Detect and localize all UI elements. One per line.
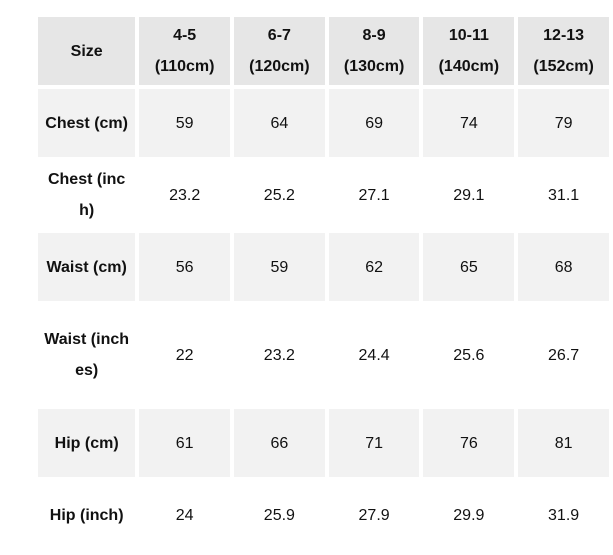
- table-cell: 22: [175, 346, 194, 364]
- table-cell: 31.9: [548, 506, 580, 524]
- table-cell: 24.4: [358, 346, 390, 364]
- row-label: Hip (inch): [49, 506, 124, 524]
- size-column-header: 8-9 (130cm): [328, 17, 420, 85]
- table-cell: 59: [139, 89, 230, 157]
- table-cell: 29.1: [453, 186, 485, 204]
- table-row: Hip (inch) 24 25.9 27.9 29.9 31.9: [38, 481, 609, 549]
- table-cell: 25.6: [453, 346, 485, 364]
- size-height: (110cm): [154, 58, 215, 75]
- row-label: Hip (cm): [38, 409, 136, 477]
- size-header: Size: [38, 17, 136, 85]
- row-label: Waist (cm): [38, 233, 136, 301]
- size-column-header: 6-7 (120cm): [234, 17, 325, 85]
- row-label: Chest (inch): [47, 171, 126, 219]
- table-cell: 23.2: [169, 186, 201, 204]
- table-cell: 61: [139, 409, 230, 477]
- row-label: Chest (cm): [38, 89, 136, 157]
- table-cell: 81: [518, 409, 609, 477]
- row-label: Waist (inches): [44, 331, 130, 379]
- table-row: Waist (cm) 56 59 62 65 68: [38, 233, 609, 301]
- table-cell: 65: [423, 233, 515, 301]
- size-range: 10-11: [448, 27, 489, 44]
- size-height: (140cm): [438, 58, 500, 75]
- table-cell: 31.1: [548, 186, 580, 204]
- size-range: 12-13: [543, 27, 585, 44]
- table-cell: 26.7: [548, 346, 580, 364]
- table-row: Chest (inch) 23.2 25.2 27.1 29.1 31.1: [38, 161, 609, 229]
- size-column-header: 12-13 (152cm): [518, 17, 609, 85]
- table-cell: 29.9: [453, 506, 485, 524]
- table-cell: 74: [423, 89, 515, 157]
- size-range: 8-9: [362, 27, 386, 44]
- table-row: Chest (cm) 59 64 69 74 79: [38, 89, 609, 157]
- table-cell: 27.9: [358, 506, 390, 524]
- size-height: (152cm): [533, 58, 594, 75]
- size-range: 6-7: [267, 27, 291, 44]
- table-cell: 76: [423, 409, 515, 477]
- size-column-header: 10-11 (140cm): [423, 17, 515, 85]
- table-cell: 59: [234, 233, 325, 301]
- size-height: (130cm): [343, 58, 405, 75]
- table-cell: 24: [175, 506, 194, 524]
- table-cell: 71: [328, 409, 420, 477]
- table-cell: 68: [518, 233, 609, 301]
- table-cell: 79: [518, 89, 609, 157]
- header-row: Size 4-5 (110cm) 6-7 (120cm) 8-9 (130cm) 10-11…: [38, 17, 609, 85]
- size-range: 4-5: [173, 27, 197, 44]
- table-cell: 23.2: [263, 346, 295, 364]
- size-column-header: 4-5 (110cm): [139, 17, 230, 85]
- table-cell: 27.1: [358, 186, 390, 204]
- table-cell: 56: [139, 233, 230, 301]
- table-row: Hip (cm) 61 66 71 76 81: [38, 409, 609, 477]
- table-cell: 64: [234, 89, 325, 157]
- size-chart-table: Size 4-5 (110cm) 6-7 (120cm) 8-9 (130cm) 10-11…: [34, 13, 613, 553]
- table-cell: 62: [328, 233, 420, 301]
- table-row: Waist (inches) 22 23.2 24.4 25.6 26.7: [38, 305, 609, 405]
- table-cell: 69: [328, 89, 420, 157]
- size-height: (120cm): [249, 58, 310, 75]
- table-cell: 25.9: [263, 506, 295, 524]
- table-cell: 66: [234, 409, 325, 477]
- table-cell: 25.2: [263, 186, 295, 204]
